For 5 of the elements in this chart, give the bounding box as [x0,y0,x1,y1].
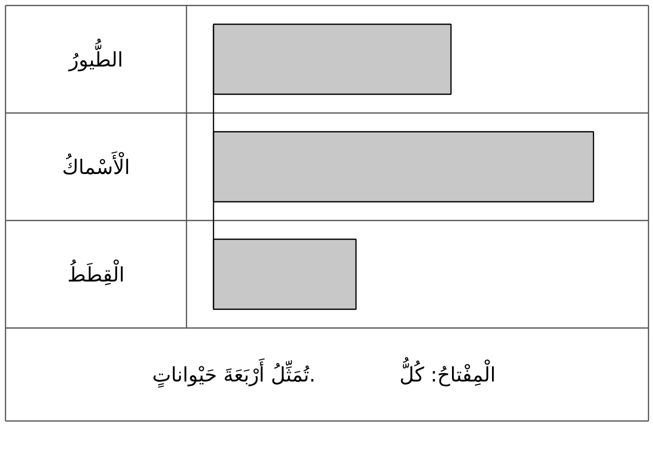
y-tick-label: الطُّيورُ [68,38,124,72]
text: تُمَثِّلُ أَرْبَعَةَ حَيْواناتٍ. [152,358,316,388]
y-tick-label: الْأَسْماكُ [62,150,130,179]
y-tick-label: الْقِطَطُ [67,258,125,286]
text: الْمِفْتاحُ: كُلُّ [400,356,496,386]
